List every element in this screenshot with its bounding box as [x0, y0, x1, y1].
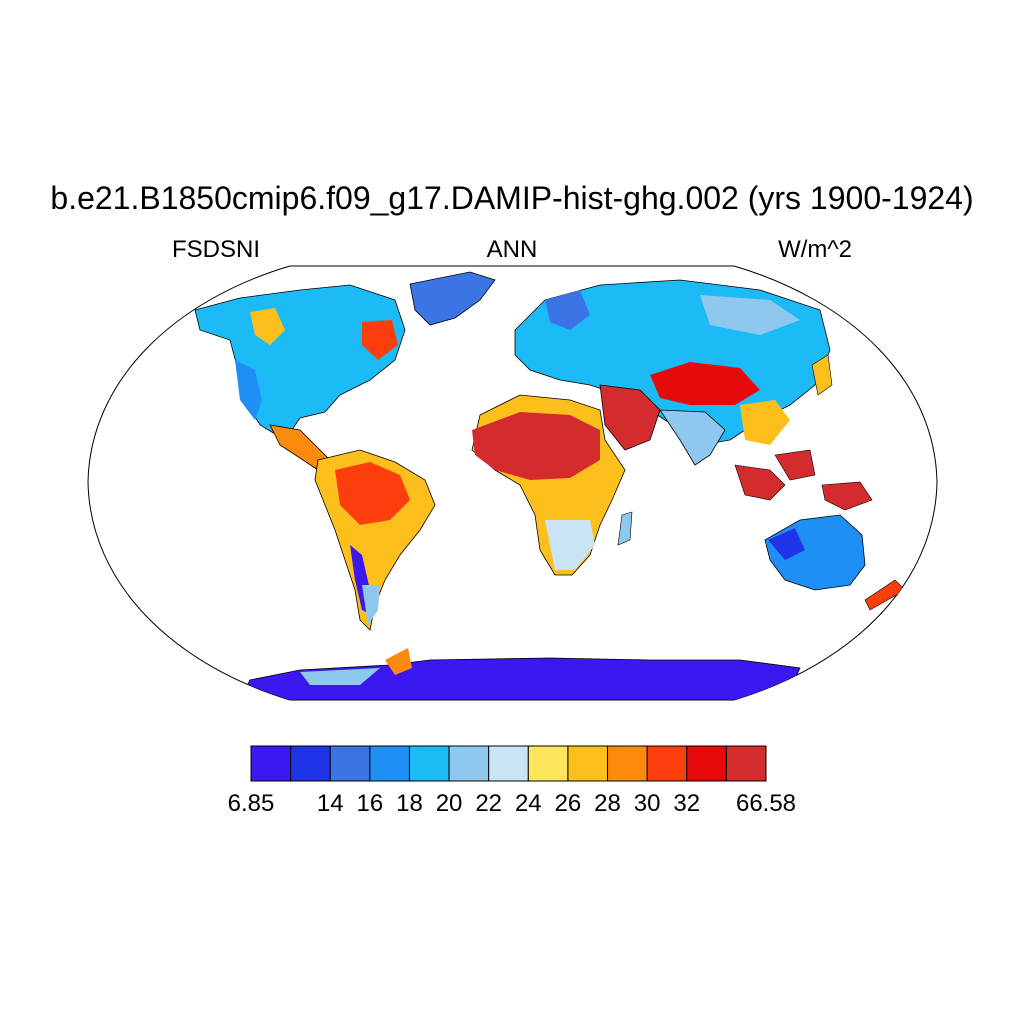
land-patagonia — [362, 585, 380, 625]
variable-label: FSDSNI — [172, 236, 261, 263]
land-scandinavia — [545, 290, 590, 330]
colorbar-tick-label: 30 — [633, 790, 661, 817]
colorbar-swatch-11 — [686, 745, 727, 782]
colorbar-tick-label: 18 — [396, 790, 423, 817]
land-japan — [811, 354, 833, 396]
land-india — [659, 409, 726, 466]
colorbar-swatch-12 — [725, 745, 767, 782]
colorbar-swatch-7 — [527, 745, 569, 782]
colorbar-tick-label: 32 — [673, 790, 701, 817]
colorbar-swatch-2 — [329, 745, 371, 782]
land-southern-africa — [545, 520, 595, 570]
land-antarctic-peninsula — [385, 648, 412, 675]
land-greenland — [409, 271, 496, 326]
land-madagascar — [617, 511, 633, 546]
colorbar-tick-label: 22 — [475, 790, 503, 817]
land-central-asia — [650, 362, 760, 405]
colorbar-swatch-5 — [448, 745, 490, 782]
land-siberia-light — [700, 295, 800, 335]
colorbar-swatch-10 — [646, 745, 688, 782]
land-east-asia — [740, 400, 790, 445]
period-label: ANN — [486, 236, 538, 263]
colorbar-swatch-0 — [250, 745, 292, 782]
colorbar-tick-label: 24 — [514, 790, 542, 817]
colorbar-tick-label: 20 — [435, 790, 463, 817]
colorbar-swatch-1 — [290, 745, 331, 782]
chart-title: b.e21.B1850cmip6.f09_g17.DAMIP-hist-ghg.… — [50, 180, 974, 216]
land-borneo — [774, 449, 816, 481]
colorbar-swatch-6 — [488, 745, 529, 782]
land-alaska-warm — [250, 308, 285, 345]
colorbar-swatch-3 — [369, 745, 410, 782]
units-label: W/m^2 — [778, 236, 852, 263]
colorbar-swatch-8 — [567, 745, 609, 782]
land-arabia — [599, 384, 661, 451]
land-antarctica-coast — [300, 668, 380, 685]
colorbar-tick-label: 6.85 — [227, 790, 275, 817]
land-hudson-warm — [362, 320, 398, 360]
land-indonesia — [734, 464, 786, 501]
colorbar-swatch-9 — [607, 745, 648, 782]
colorbar-tick-label: 16 — [356, 790, 384, 817]
colorbar-swatch-4 — [408, 745, 450, 782]
land-amazon — [335, 462, 410, 525]
colorbar-tick-label: 14 — [316, 790, 344, 817]
land-north-america-west — [235, 360, 262, 420]
land-new-guinea — [821, 481, 873, 511]
land-sahara — [472, 412, 600, 480]
colorbar-tick-label: 26 — [554, 790, 582, 817]
colorbar-tick-label: 28 — [594, 790, 621, 817]
colorbar-tick-label: 66.58 — [735, 790, 797, 817]
land-australia-west — [768, 528, 805, 560]
